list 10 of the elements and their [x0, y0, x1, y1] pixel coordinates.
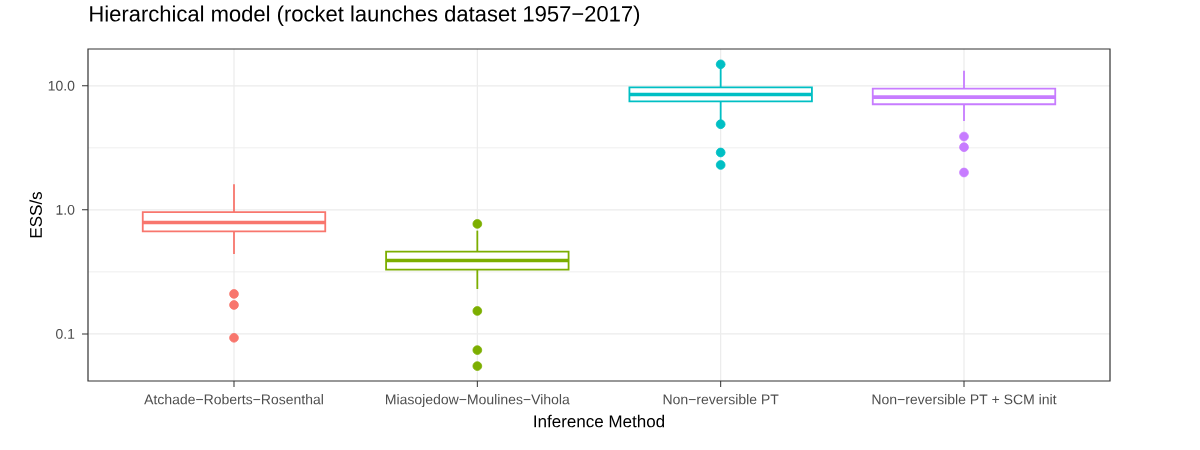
x-tick-label: Non−reversible PT — [663, 394, 779, 405]
x-tick-label: Atchade−Roberts−Rosenthal — [144, 394, 323, 405]
x-axis-title: Inference Method — [534, 414, 665, 428]
x-tick-label: Miasojedow−Moulines−Vihola — [386, 394, 570, 408]
y-tick-label: 0.1 — [56, 328, 75, 339]
y-tick-label: 10.0 — [48, 80, 75, 91]
x-tick-label: Non−reversible PT + SCM init — [872, 394, 1057, 405]
chart-title: Hierarchical model (rocket launches dataset 1957−2017) — [90, 5, 640, 26]
y-tick-label: 1.0 — [56, 204, 75, 215]
y-axis-title: ESS/s — [29, 192, 42, 238]
